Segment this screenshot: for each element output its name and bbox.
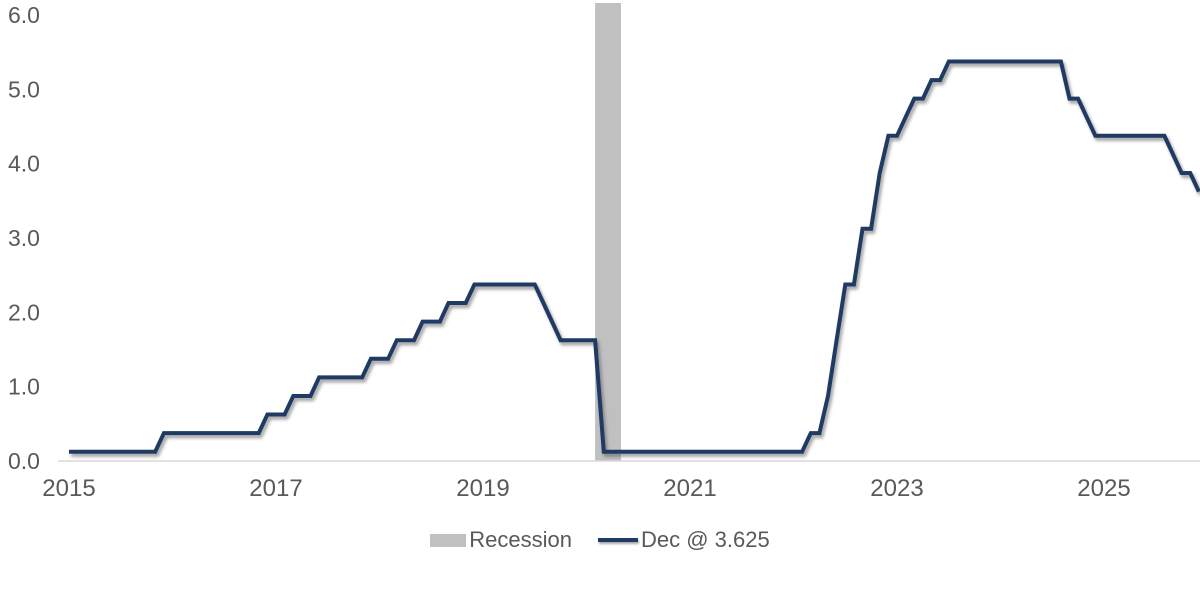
y-axis-tick-label: 0.0 [8,448,40,474]
legend-item-series: Dec @ 3.625 [597,527,770,552]
series-line [69,59,1200,454]
y-axis-tick-label: 2.0 [8,299,40,325]
y-axis-tick-label: 1.0 [8,374,40,400]
y-axis-tick-label: 3.0 [8,225,40,251]
series-line-swatch-icon [597,538,638,542]
legend-label-series: Dec @ 3.625 [640,527,770,552]
recession-band-swatch-icon [430,533,467,547]
y-axis-tick-label: 4.0 [8,151,40,177]
chart-legend: Recession Dec @ 3.625 [0,529,1200,551]
x-axis-tick-label: 2015 [42,475,95,502]
x-axis-tick-label: 2025 [1077,475,1130,502]
y-axis-tick-label: 5.0 [8,76,40,102]
x-axis-tick-label: 2019 [456,475,509,502]
legend-label-recession: Recession [469,527,572,552]
x-axis-tick-label: 2023 [870,475,923,502]
x-axis-tick-label: 2021 [663,475,716,502]
x-axis-tick-label: 2017 [249,475,302,502]
legend-item-recession: Recession [430,529,572,551]
y-axis-tick-label: 6.0 [8,2,40,28]
